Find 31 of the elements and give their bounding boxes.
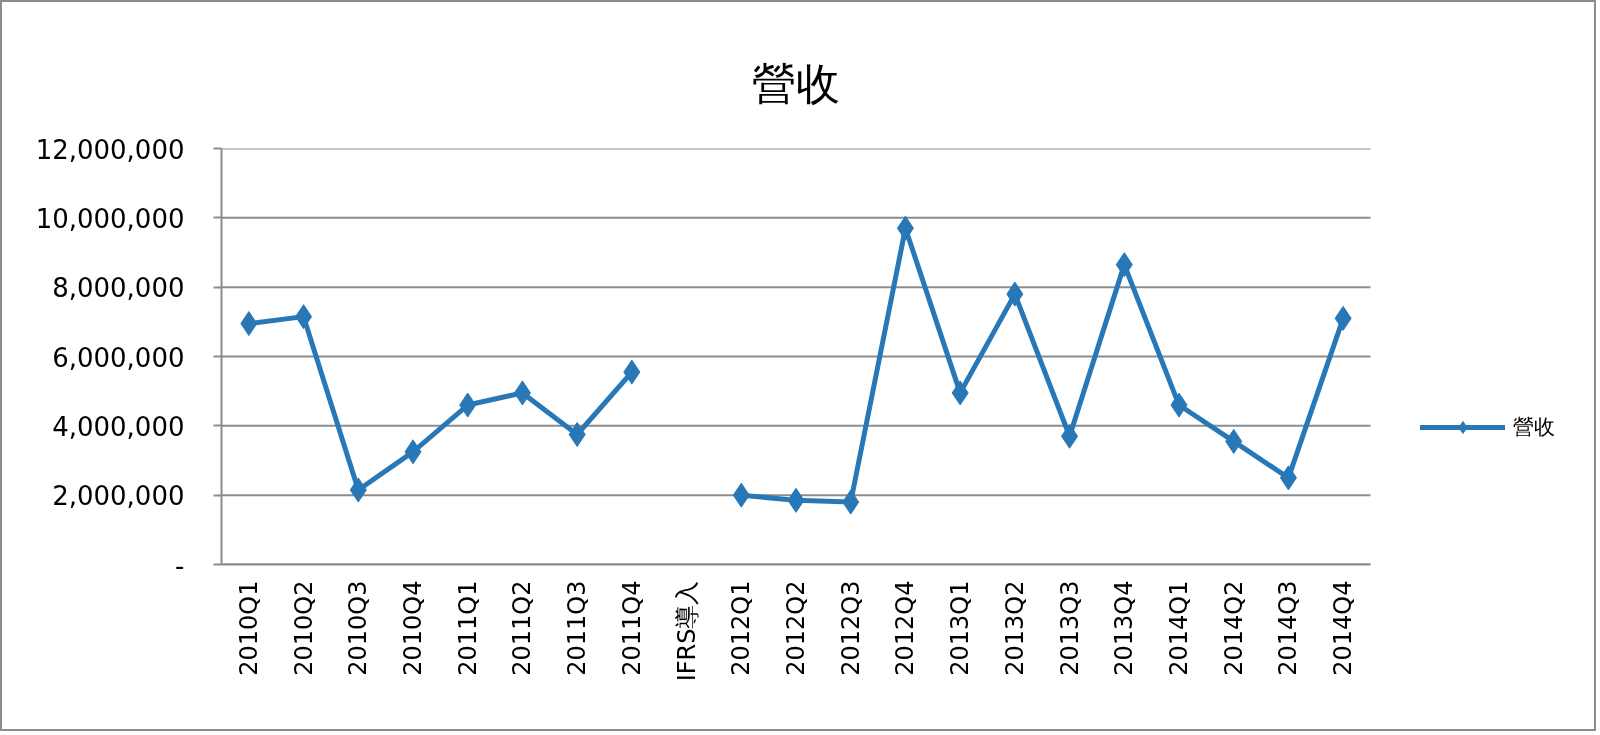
x-tick-label: 2012Q1 [727,580,756,676]
x-tick-label: 2014Q1 [1165,580,1193,676]
chart-title: 營收 [752,57,840,109]
y-tick-label: 2,000,000 [52,481,185,512]
x-tick-label: 2011Q2 [508,580,537,676]
x-tick-label: IFRS導入 [672,580,701,682]
x-tick-label: 2013Q1 [946,580,975,676]
x-tick-label: 2011Q1 [453,580,482,676]
x-tick-label: 2013Q2 [1000,580,1029,676]
y-tick-label: - [175,550,185,581]
x-tick-label: 2012Q2 [782,580,810,676]
x-tick-label: 2010Q2 [289,580,318,676]
x-tick-label: 2014Q4 [1329,580,1358,676]
x-tick-label: 2010Q1 [234,580,263,676]
point [568,422,586,447]
x-tick-label: 2012Q4 [891,580,920,676]
y-tick-label: 8,000,000 [52,273,185,304]
y-tick-label: 6,000,000 [52,342,185,373]
x-tick-label: 2011Q3 [563,580,592,676]
y-tick-label: 10,000,000 [35,203,185,234]
x-tick-label: 2014Q3 [1274,580,1303,676]
x-tick-label: 2010Q3 [344,580,373,676]
x-tick-label: 2011Q4 [617,580,646,676]
x-tick-label: 2014Q2 [1219,580,1248,676]
x-tick-label: 2012Q3 [836,580,865,676]
x-tick-label: 2013Q3 [1055,580,1084,676]
y-tick-label: 4,000,000 [52,411,185,442]
x-tick-label: 2013Q4 [1110,580,1139,676]
x-tick-label: 2010Q4 [399,580,427,676]
y-tick-label: 12,000,000 [35,134,185,165]
legend-label: 營收 [1513,414,1555,441]
